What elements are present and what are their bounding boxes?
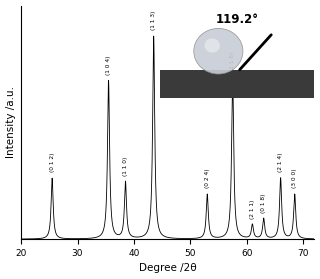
X-axis label: Degree /2θ: Degree /2θ (139, 263, 197, 273)
Text: (1 1 0): (1 1 0) (123, 157, 128, 176)
Text: (1 1 6): (1 1 6) (230, 51, 235, 71)
Circle shape (204, 39, 220, 53)
Text: (1 1 3): (1 1 3) (151, 11, 156, 30)
Text: (0 1 8): (0 1 8) (261, 193, 266, 213)
Text: (2 1 4): (2 1 4) (278, 153, 283, 172)
Circle shape (194, 28, 243, 74)
Text: (3 0 0): (3 0 0) (292, 169, 297, 188)
Text: (2 1 1): (2 1 1) (250, 199, 255, 219)
Text: (0 1 2): (0 1 2) (50, 153, 55, 172)
Text: 119.2°: 119.2° (215, 13, 258, 26)
Y-axis label: Intensity /a.u.: Intensity /a.u. (5, 86, 16, 158)
Bar (160, 70, 314, 98)
Text: (0 2 4): (0 2 4) (205, 169, 210, 188)
Text: (1 0 4): (1 0 4) (106, 55, 111, 74)
